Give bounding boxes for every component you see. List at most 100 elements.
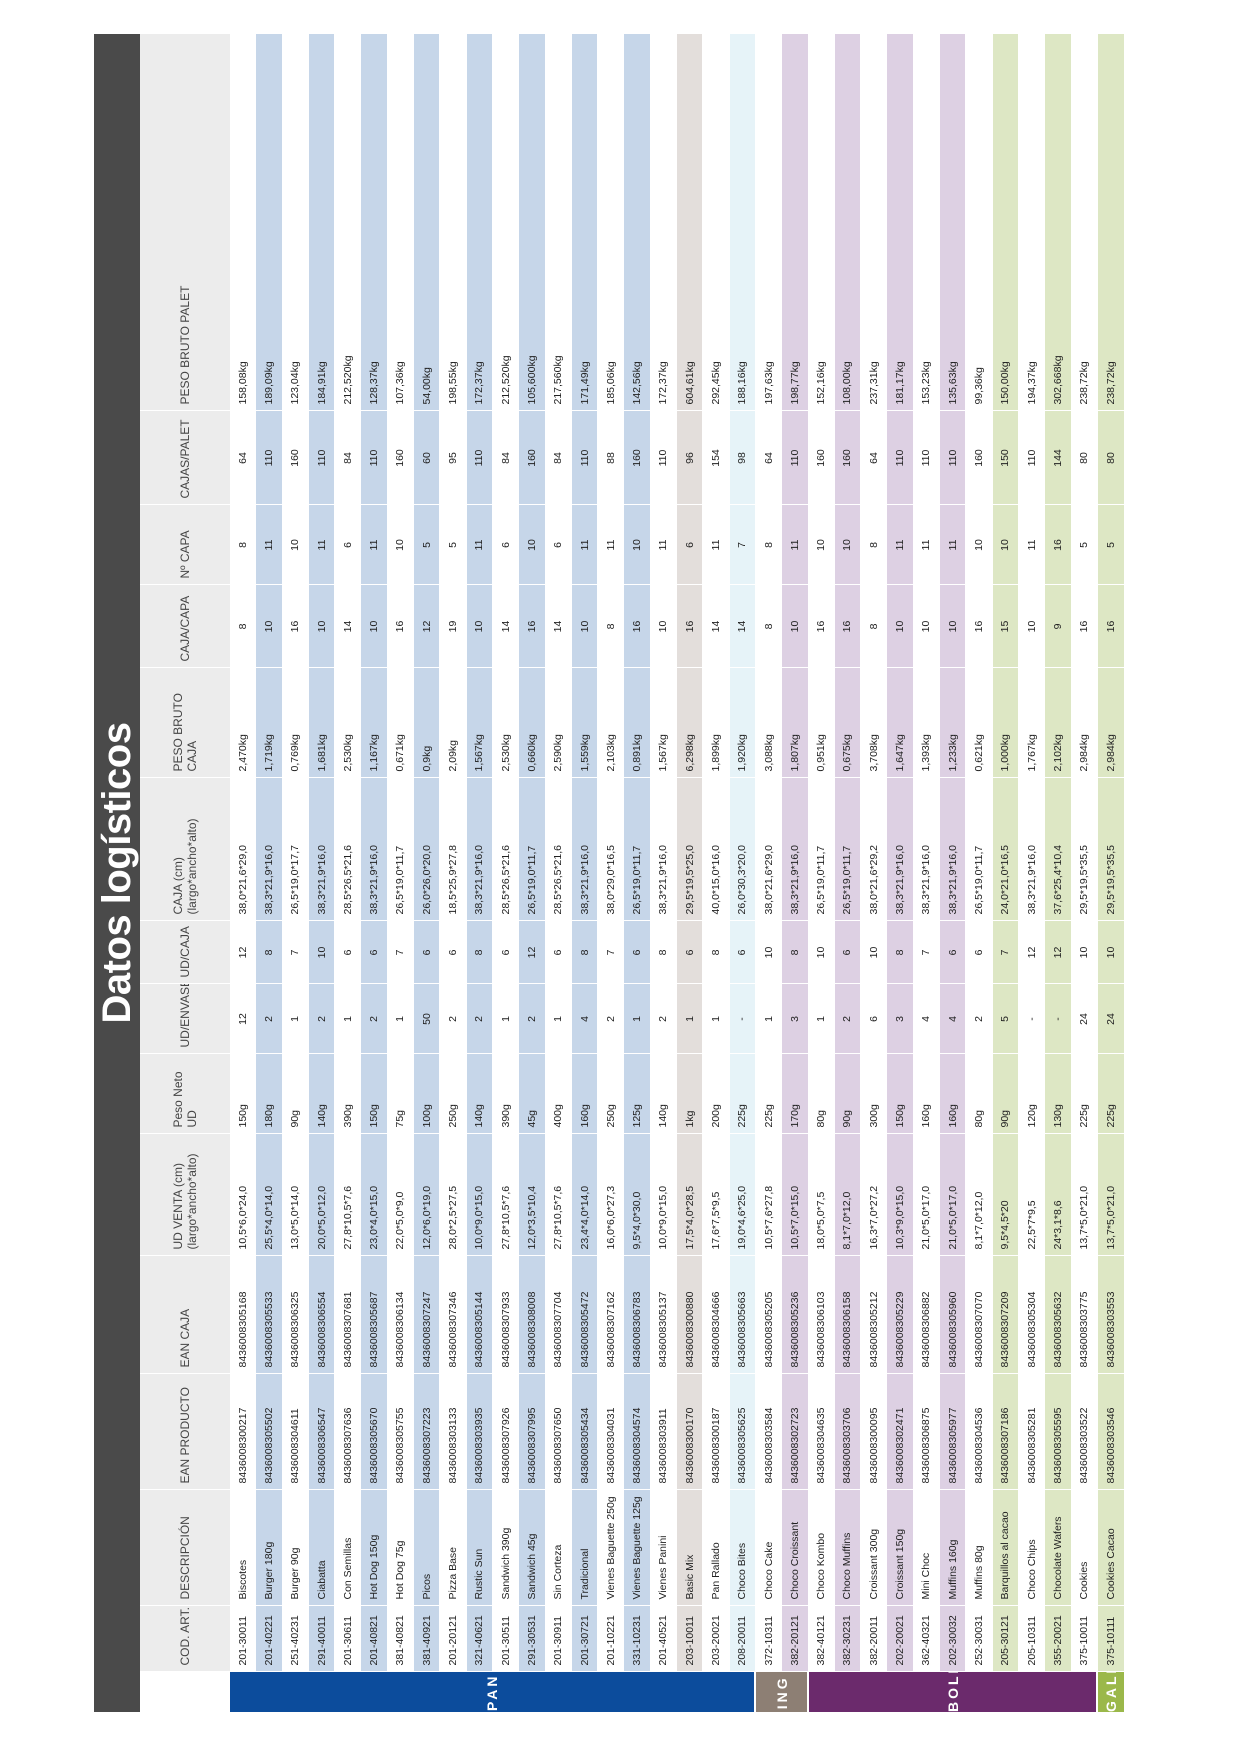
cell-ud-venta: 19,0*4,6*25,0 [729, 1134, 756, 1256]
cell-peso-palet: 172,37kg [650, 34, 677, 411]
cell-cod: 381-40921 [413, 1606, 440, 1672]
cell-desc: Muffins 80g [965, 1490, 993, 1606]
cell-cajas-palet: 64 [860, 411, 887, 505]
cell-ud-envase: 1 [545, 984, 572, 1054]
cell-peso-palet: 184,91kg [308, 34, 335, 411]
table-row: 382-20121 Choco Croissant 8436008302723 843… [781, 34, 809, 1712]
cell-peso-caja: 1,567kg [650, 668, 677, 778]
cell-peso-neto: 200g [702, 1054, 730, 1134]
cell-caja-capa: 12 [413, 585, 440, 668]
cell-ean-caja: 8436008305205 [755, 1256, 782, 1374]
cell-ean-prod: 8436008305281 [1018, 1374, 1045, 1490]
cell-ud-caja: 6 [729, 921, 756, 984]
cell-caja: 38,3*21,9*16,0 [650, 778, 677, 921]
cell-n-capa: 10 [518, 505, 546, 585]
cell-peso-caja: 6,298kg [676, 668, 703, 778]
cell-cod: 382-40121 [808, 1606, 835, 1672]
cell-caja: 38,0*21,6*29,0 [230, 778, 256, 921]
cell-n-capa: 8 [755, 505, 782, 585]
table-row: 208-20011 Choco Bites 8436008305625 8436008… [729, 34, 756, 1712]
column-header: UD VENTA (cm) (largo*ancho*alto) [140, 1134, 230, 1256]
table-row: 205-10311 Choco Chips 8436008305281 8436008… [1018, 34, 1045, 1712]
cell-ud-envase: 4 [939, 984, 966, 1054]
cell-ud-caja: 8 [255, 921, 283, 984]
cell-ud-caja: 6 [439, 921, 467, 984]
cell-caja-capa: 10 [308, 585, 335, 668]
cell-peso-neto: 140g [466, 1054, 493, 1134]
table-row: 203-20021 Pan Rallado 8436008300187 8436008… [702, 34, 730, 1712]
cell-cajas-palet: 110 [939, 411, 966, 505]
cell-ud-caja: 6 [834, 921, 861, 984]
cell-caja-capa: 10 [571, 585, 598, 668]
cell-ud-envase: 2 [360, 984, 388, 1054]
cell-peso-palet: 238,72kg [1097, 34, 1125, 411]
cell-desc: Burger 90g [282, 1490, 309, 1606]
cell-ud-envase: 2 [255, 984, 283, 1054]
cell-ud-venta: 27,8*10,5*7,6 [492, 1134, 519, 1256]
cell-cajas-palet: 160 [834, 411, 861, 505]
cell-ean-caja: 8436008305212 [860, 1256, 887, 1374]
cell-ean-prod: 8436008304611 [282, 1374, 309, 1490]
cell-ean-caja: 8436008305168 [230, 1256, 256, 1374]
cell-peso-caja: 0,9kg [413, 668, 440, 778]
cell-peso-neto: 150g [886, 1054, 914, 1134]
cell-desc: Chocolate Wafers [1044, 1490, 1071, 1606]
cell-cajas-palet: 110 [308, 411, 335, 505]
cell-ean-prod: 8436008305502 [255, 1374, 283, 1490]
cell-caja-capa: 16 [808, 585, 835, 668]
table-row: 381-40821 Hot Dog 75g 8436008305755 8436008… [387, 34, 414, 1712]
cell-n-capa: 5 [1071, 505, 1098, 585]
cell-peso-palet: 292,45kg [702, 34, 730, 411]
cell-ud-caja: 6 [492, 921, 519, 984]
logistics-table-wrapper: COD. ART. DESCRIPCIÓN EAN PRODUCTO EAN CAJA… [140, 34, 1125, 1712]
cell-cajas-palet: 110 [571, 411, 598, 505]
cell-ud-venta: 10,0*9,0*15,0 [466, 1134, 493, 1256]
page-title: Datos logísticos [94, 34, 140, 1712]
table-row: 331-10231 Vienes Baguette 125g 84360083045… [623, 34, 651, 1712]
cell-cod: 331-10231 [623, 1606, 651, 1672]
cell-ud-envase: 1 [702, 984, 730, 1054]
cell-peso-neto: 100g [413, 1054, 440, 1134]
cell-ean-prod: 8436008304574 [623, 1374, 651, 1490]
cell-ean-prod: 8436008305434 [571, 1374, 598, 1490]
cell-ud-caja: 6 [334, 921, 361, 984]
column-header: DESCRIPCIÓN [140, 1490, 230, 1606]
column-header: COD. ART. [140, 1606, 230, 1672]
cell-cajas-palet: 88 [597, 411, 624, 505]
cell-caja-capa: 10 [255, 585, 283, 668]
cell-cajas-palet: 110 [466, 411, 493, 505]
cell-peso-caja: 1,681kg [308, 668, 335, 778]
cell-peso-palet: 181,17kg [886, 34, 914, 411]
table-row: 202-30032 Muffins 160g 8436008305977 843600… [939, 34, 966, 1712]
cell-ean-prod: 8436008303584 [755, 1374, 782, 1490]
cell-ud-venta: 10,0*9,0*15,0 [650, 1134, 677, 1256]
cell-peso-neto: 250g [597, 1054, 624, 1134]
cell-ud-envase: 1 [282, 984, 309, 1054]
cell-caja-capa: 16 [676, 585, 703, 668]
cell-peso-neto: 130g [1044, 1054, 1071, 1134]
cell-n-capa: 6 [676, 505, 703, 585]
cell-caja: 38,3*21,9*16,0 [308, 778, 335, 921]
cell-ean-caja: 8436008306783 [623, 1256, 651, 1374]
cell-peso-neto: 140g [650, 1054, 677, 1134]
cell-peso-caja: 1,719kg [255, 668, 283, 778]
cell-caja: 37,6*25,4*10,4 [1044, 778, 1071, 921]
cell-ean-caja: 8436008305632 [1044, 1256, 1071, 1374]
cell-n-capa: 11 [913, 505, 940, 585]
cell-peso-palet: 128,37kg [360, 34, 388, 411]
cell-caja-capa: 8 [755, 585, 782, 668]
cell-peso-palet: 172,37kg [466, 34, 493, 411]
cell-peso-caja: 2,09kg [439, 668, 467, 778]
cell-cod: 201-30911 [545, 1606, 572, 1672]
cell-ean-caja: 8436008307247 [413, 1256, 440, 1374]
cell-cajas-palet: 160 [808, 411, 835, 505]
cell-cod: 202-20021 [886, 1606, 914, 1672]
cell-n-capa: 8 [230, 505, 256, 585]
cell-ud-caja: 7 [387, 921, 414, 984]
cell-ean-prod: 8436008303935 [466, 1374, 493, 1490]
column-header: EAN CAJA [140, 1256, 230, 1374]
cell-peso-neto: 300g [860, 1054, 887, 1134]
cell-desc: Ciabatta [308, 1490, 335, 1606]
cell-cajas-palet: 96 [676, 411, 703, 505]
cell-caja: 38,3*21,9*16,0 [781, 778, 809, 921]
